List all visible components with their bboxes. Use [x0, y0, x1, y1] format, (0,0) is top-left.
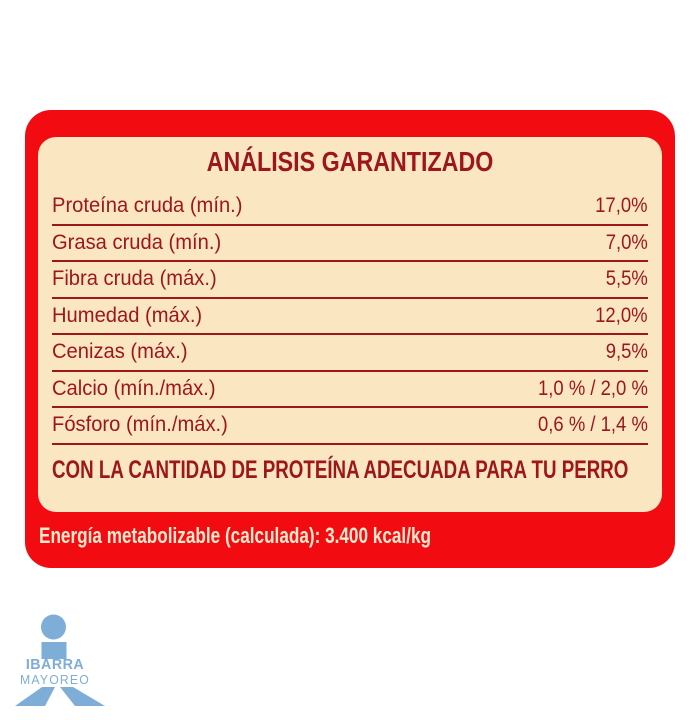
table-row: Calcio (mín./máx.) 1,0 % / 2,0 %	[52, 372, 648, 408]
table-row: Grasa cruda (mín.) 7,0%	[52, 226, 648, 262]
nutrient-label: Cenizas (máx.)	[52, 340, 188, 364]
nutrient-label: Grasa cruda (mín.)	[52, 230, 222, 254]
energy-note: Energía metabolizable (calculada): 3.400…	[39, 523, 431, 548]
nutrient-value: 17,0%	[595, 194, 648, 218]
nutrient-label: Fósforo (mín./máx.)	[52, 413, 228, 437]
nutrient-value: 12,0%	[595, 303, 648, 327]
nutrient-label: Proteína cruda (mín.)	[52, 194, 243, 218]
table-row: Cenizas (máx.) 9,5%	[52, 335, 648, 372]
table-row: Fibra cruda (máx.) 5,5%	[52, 262, 648, 299]
nutrient-label: Calcio (mín./máx.)	[52, 376, 216, 400]
nutrient-label: Fibra cruda (máx.)	[52, 267, 217, 291]
person-figure-icon	[15, 614, 105, 706]
nutrient-value: 9,5%	[605, 340, 648, 364]
analysis-panel: ANÁLISIS GARANTIZADO Proteína cruda (mín…	[38, 137, 662, 512]
protein-claim: CON LA CANTIDAD DE PROTEÍNA ADECUADA PAR…	[52, 456, 629, 484]
table-row: Humedad (máx.) 12,0%	[52, 299, 648, 335]
guaranteed-analysis-card: ANÁLISIS GARANTIZADO Proteína cruda (mín…	[25, 110, 675, 568]
nutrient-value: 7,0%	[605, 230, 648, 254]
watermark-sub-text: MAYOREO	[20, 673, 90, 687]
nutrient-value: 0,6 % / 1,4 %	[538, 413, 648, 437]
table-row: Proteína cruda (mín.) 17,0%	[52, 189, 648, 226]
ibarra-mayoreo-watermark: IBARRA MAYOREO	[13, 605, 109, 715]
analysis-table: Proteína cruda (mín.) 17,0% Grasa cruda …	[52, 189, 648, 445]
watermark-brand-text: IBARRA	[25, 656, 85, 673]
panel-title: ANÁLISIS GARANTIZADO	[206, 146, 494, 177]
nutrient-value: 5,5%	[605, 267, 648, 291]
nutrient-label: Humedad (máx.)	[52, 303, 203, 327]
nutrient-value: 1,0 % / 2,0 %	[538, 376, 648, 400]
table-row: Fósforo (mín./máx.) 0,6 % / 1,4 %	[52, 408, 648, 445]
